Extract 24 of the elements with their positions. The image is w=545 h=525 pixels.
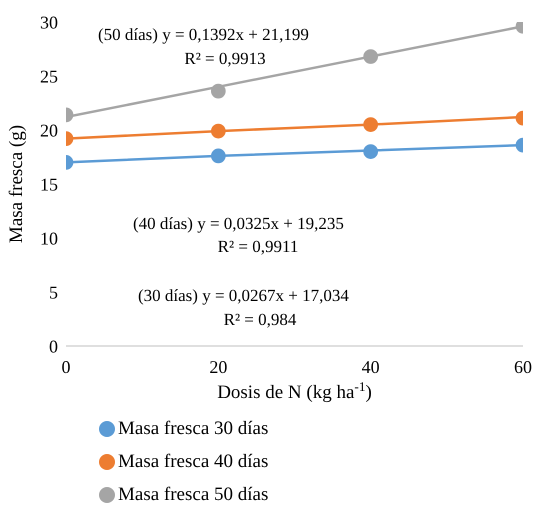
x-tick-label: 40 <box>362 356 380 377</box>
annotation: (50 días) y = 0,1392x + 21,199 <box>98 25 309 44</box>
y-tick-label: 15 <box>40 174 58 194</box>
y-tick-label: 30 <box>40 12 58 32</box>
y-tick-label: 0 <box>49 336 58 356</box>
annotation: (40 días) y = 0,0325x + 19,235 <box>133 214 344 233</box>
y-tick-label: 20 <box>40 120 58 140</box>
legend-label: Masa fresca 30 días <box>118 418 268 440</box>
x-tick-label: 0 <box>62 356 70 377</box>
point <box>363 49 378 64</box>
y-tick-label: 10 <box>40 228 58 248</box>
legend-label: Masa fresca 40 días <box>118 450 268 472</box>
y-tick-label: 5 <box>49 282 58 302</box>
y-tick-label: 25 <box>40 66 58 86</box>
annotation: R² = 0,9913 <box>184 49 266 68</box>
x-axis-title: Dosis de N (kg ha$^{-1}$) <box>217 378 372 403</box>
x-tick-label: 20 <box>209 356 228 377</box>
annotation: (30 días) y = 0,0267x + 17,034 <box>138 286 350 305</box>
legend-label: Masa fresca 50 días <box>118 484 268 506</box>
annotation: R² = 0,984 <box>224 310 297 329</box>
annotation: R² = 0,9911 <box>218 237 298 256</box>
point <box>210 84 226 98</box>
x-tick-label: 60 <box>514 356 532 377</box>
y-axis-title: Masa fresca (g) <box>6 124 27 244</box>
